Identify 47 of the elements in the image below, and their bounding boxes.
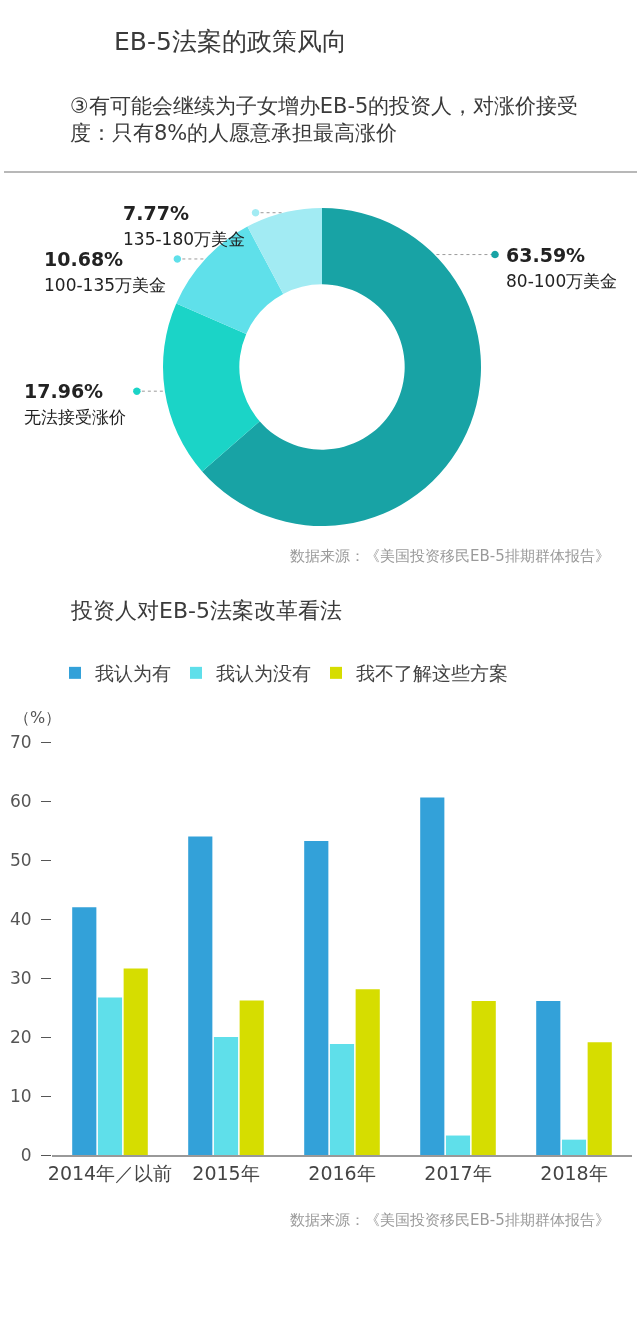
y-tick-label: 30	[9, 967, 32, 988]
legend-label: 100-135万美金	[44, 274, 167, 295]
legend-label: 我认为有	[95, 662, 171, 685]
donut-slice	[247, 208, 322, 294]
bar	[471, 1001, 496, 1155]
bar	[188, 836, 213, 1155]
y-axis-title: （%）	[14, 708, 62, 727]
data-label: 7.77%	[123, 202, 189, 224]
source-note: 数据来源：《美国投资移民EB-5排期群体报告》	[290, 1211, 610, 1229]
bar	[213, 1037, 239, 1155]
data-label: 10.68%	[44, 248, 124, 270]
bar	[239, 1000, 264, 1155]
bar	[304, 841, 329, 1155]
chart-subtitle: ③有可能会继续为子女增办EB-5的投资人，对涨价接受度：只有8%的人愿意承担最高涨价	[70, 94, 579, 146]
chart-title: 投资人对EB-5法案改革看法	[70, 598, 342, 623]
legend-label: 80-100万美金	[506, 270, 618, 291]
bar	[97, 997, 123, 1155]
bar	[72, 907, 97, 1155]
x-tick-label: 2015年	[192, 1161, 260, 1184]
bar	[420, 797, 445, 1155]
x-tick-label: 2017年	[424, 1161, 492, 1184]
data-label: 63.59%	[506, 244, 586, 266]
y-tick-label: 20	[9, 1026, 32, 1047]
y-tick-label: 50	[9, 849, 32, 870]
bar	[561, 1139, 587, 1155]
legend-label: 无法接受涨价	[24, 406, 126, 427]
bar	[329, 1044, 355, 1155]
chart-title: EB-5法案的政策风向	[114, 27, 347, 56]
legend-label: 我不了解这些方案	[356, 662, 508, 685]
legend-label: 我认为没有	[216, 662, 311, 685]
x-tick-label: 2018年	[540, 1161, 608, 1184]
bar	[587, 1042, 612, 1155]
y-tick-label: 60	[9, 790, 32, 811]
bar	[445, 1135, 471, 1155]
donut-slice	[163, 303, 260, 472]
bar	[536, 1001, 561, 1155]
y-tick-label: 10	[9, 1085, 32, 1106]
x-tick-label: 2014年／以前	[47, 1161, 173, 1184]
y-tick-label: 0	[20, 1144, 32, 1165]
bar	[355, 989, 380, 1155]
legend-label: 135-180万美金	[123, 228, 246, 249]
source-note: 数据来源：《美国投资移民EB-5排期群体报告》	[290, 547, 610, 565]
y-tick-label: 40	[9, 908, 32, 929]
x-tick-label: 2016年	[308, 1161, 376, 1184]
y-tick-label: 70	[9, 731, 32, 752]
data-label: 17.96%	[24, 380, 104, 402]
bar	[123, 968, 148, 1155]
